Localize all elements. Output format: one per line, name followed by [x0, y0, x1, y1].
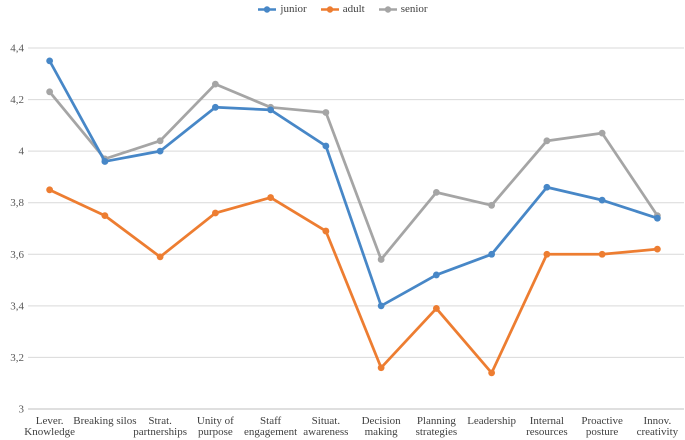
data-point-senior-10 — [598, 129, 606, 137]
data-point-adult-7 — [432, 305, 440, 312]
legend-line-marker-icon — [320, 5, 339, 13]
data-point-junior-7 — [432, 271, 440, 279]
data-point-adult-3 — [211, 209, 219, 217]
legend-item-adult[interactable]: adult — [320, 2, 365, 15]
data-point-adult-11 — [653, 245, 661, 253]
x-category-label: Innov. creativity — [637, 415, 679, 438]
x-category-label: Decision making — [362, 415, 402, 438]
y-tick-label: 3 — [19, 404, 25, 416]
data-point-senior-3 — [211, 80, 219, 88]
x-category-label: Leadership — [467, 415, 516, 427]
legend-item-junior[interactable]: junior — [257, 2, 307, 15]
x-category-label: Strat. partnerships — [133, 415, 187, 438]
series-line-junior — [48, 59, 659, 308]
data-point-senior-0 — [46, 88, 54, 96]
data-point-junior-5 — [322, 142, 330, 150]
data-point-adult-2 — [156, 253, 164, 261]
data-point-adult-4 — [267, 194, 275, 201]
legend-line-marker-icon — [378, 5, 397, 13]
data-point-junior-4 — [267, 106, 275, 114]
data-point-junior-1 — [101, 158, 109, 165]
x-category-label: Staff engagement — [244, 415, 297, 438]
data-point-junior-9 — [543, 183, 551, 191]
y-tick-label: 3,8 — [10, 197, 24, 209]
data-point-junior-8 — [488, 250, 496, 258]
y-tick-label: 4 — [19, 146, 25, 158]
data-point-adult-9 — [543, 250, 551, 258]
data-point-adult-1 — [101, 212, 109, 220]
x-category-label: Planning strategies — [416, 415, 458, 438]
y-tick-label: 3,4 — [10, 300, 24, 312]
data-point-junior-0 — [46, 57, 54, 65]
data-point-junior-11 — [653, 214, 661, 222]
legend-label: junior — [280, 2, 307, 15]
x-category-label: Situat. awareness — [303, 415, 348, 438]
legend-label: senior — [400, 2, 428, 15]
data-point-senior-2 — [156, 137, 164, 145]
data-point-adult-6 — [377, 364, 385, 372]
data-point-senior-7 — [432, 189, 440, 196]
data-point-senior-5 — [322, 109, 330, 116]
data-point-senior-6 — [377, 256, 385, 263]
y-tick-label: 4,2 — [10, 94, 24, 106]
y-tick-label: 3,6 — [10, 249, 24, 261]
data-point-adult-8 — [488, 369, 496, 377]
data-point-adult-5 — [322, 227, 330, 235]
data-point-junior-3 — [211, 103, 219, 111]
data-point-junior-2 — [156, 147, 164, 155]
series-line-senior — [48, 82, 659, 261]
legend-item-senior[interactable]: senior — [378, 2, 428, 15]
legend-label: adult — [342, 2, 365, 15]
data-point-adult-0 — [46, 186, 54, 194]
chart-legend: junior adult senior — [0, 1, 685, 17]
x-category-label: Lever. Knowledge — [24, 415, 75, 438]
data-point-junior-10 — [598, 196, 606, 204]
data-point-junior-6 — [377, 302, 385, 310]
data-point-senior-8 — [488, 201, 496, 209]
x-category-label: Proactive posture — [581, 415, 623, 438]
series-line-adult — [48, 188, 659, 375]
y-tick-label: 3,2 — [10, 352, 24, 364]
x-category-label: Unity of purpose — [197, 415, 234, 438]
y-tick-label: 4,4 — [10, 43, 24, 55]
x-category-label: Breaking silos — [73, 415, 136, 427]
data-point-adult-10 — [598, 250, 606, 258]
x-category-label: Internal resources — [526, 415, 568, 438]
data-point-senior-9 — [543, 137, 551, 145]
legend-line-marker-icon — [258, 5, 277, 13]
